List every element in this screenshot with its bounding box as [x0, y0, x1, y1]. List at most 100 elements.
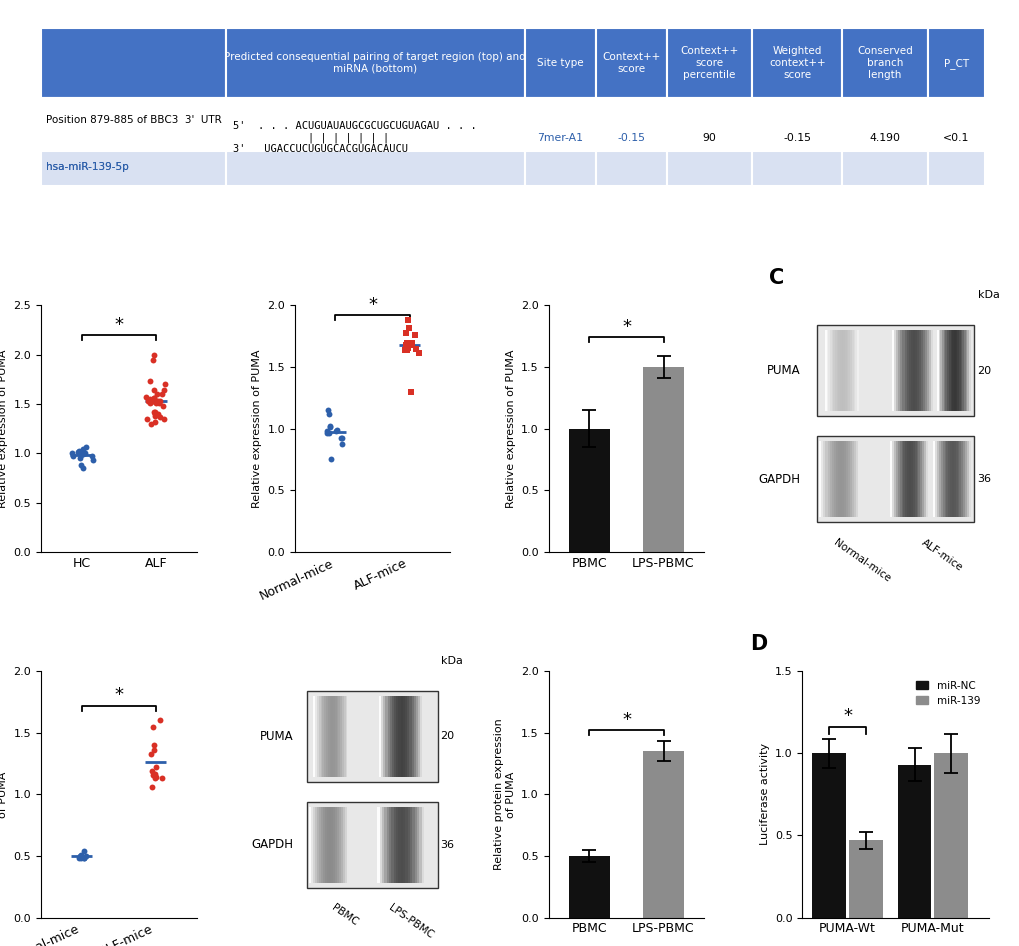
Point — [148, 770, 164, 785]
Bar — [595, 97, 666, 186]
Bar — [386, 807, 388, 884]
Bar — [395, 807, 397, 884]
Bar — [384, 807, 386, 884]
Bar — [643, 367, 684, 552]
Bar — [395, 696, 398, 777]
Bar — [313, 807, 315, 884]
Bar — [849, 441, 851, 517]
Bar — [334, 807, 336, 884]
Bar — [344, 807, 346, 884]
Point — [320, 403, 336, 418]
Point — [64, 446, 81, 461]
Bar — [835, 330, 836, 412]
Bar — [391, 696, 393, 777]
Bar — [902, 330, 904, 412]
Text: GAPDH: GAPDH — [758, 473, 800, 485]
Bar — [914, 441, 916, 517]
Point — [399, 341, 416, 356]
Bar — [315, 807, 317, 884]
Bar — [837, 441, 839, 517]
Bar — [942, 441, 944, 517]
Point — [75, 446, 92, 461]
Point — [146, 738, 162, 753]
Point — [73, 848, 90, 863]
Point — [156, 377, 172, 392]
Bar — [845, 330, 846, 412]
Bar — [912, 441, 914, 517]
Text: *: * — [622, 318, 631, 336]
Bar — [960, 330, 961, 412]
Bar — [410, 807, 412, 884]
Bar — [343, 696, 345, 777]
Bar — [421, 807, 424, 884]
Point — [74, 447, 91, 462]
Point — [319, 424, 335, 439]
Bar — [956, 330, 958, 412]
Text: Position 879-885 of BBC3  3'  UTR: Position 879-885 of BBC3 3' UTR — [46, 114, 221, 125]
Text: kDa: kDa — [440, 657, 463, 666]
Bar — [752, 150, 842, 186]
Bar — [385, 696, 387, 777]
Bar — [916, 441, 917, 517]
Bar — [853, 330, 854, 412]
Point — [149, 387, 165, 402]
Point — [396, 342, 413, 358]
Bar — [940, 441, 942, 517]
Text: ALF-mice: ALF-mice — [919, 537, 964, 572]
Point — [140, 394, 156, 409]
Point — [142, 374, 158, 389]
Bar — [848, 330, 849, 412]
Point — [145, 719, 161, 734]
Bar — [918, 330, 920, 412]
Bar — [839, 441, 841, 517]
Bar — [311, 807, 313, 884]
Bar — [408, 807, 410, 884]
Bar — [890, 441, 892, 517]
Point — [72, 447, 89, 463]
Bar — [340, 696, 341, 777]
Bar — [398, 696, 400, 777]
Bar — [827, 330, 829, 412]
Bar — [330, 807, 332, 884]
Point — [150, 406, 166, 421]
Point — [71, 850, 88, 865]
Bar — [966, 441, 968, 517]
Bar — [856, 441, 858, 517]
Point — [328, 423, 344, 438]
Bar — [327, 807, 329, 884]
Bar — [393, 807, 395, 884]
Bar — [379, 807, 381, 884]
Bar — [936, 441, 938, 517]
Point — [152, 713, 168, 728]
Bar — [324, 696, 326, 777]
Bar — [319, 696, 320, 777]
Bar — [313, 696, 315, 777]
Bar — [816, 436, 973, 522]
Bar — [333, 696, 334, 777]
Bar — [916, 330, 918, 412]
Bar — [315, 696, 317, 777]
Text: Context++
score
percentile: Context++ score percentile — [680, 46, 738, 79]
Bar — [225, 150, 524, 186]
Point — [148, 395, 164, 411]
Point — [71, 450, 88, 465]
Bar — [323, 807, 325, 884]
Bar — [908, 441, 910, 517]
Point — [320, 425, 336, 440]
Text: P_CT: P_CT — [943, 58, 968, 68]
Text: Normal-mice: Normal-mice — [832, 537, 892, 584]
Text: *: * — [114, 687, 123, 705]
Bar — [338, 696, 340, 777]
Bar — [319, 807, 321, 884]
Bar — [961, 441, 962, 517]
Bar — [381, 807, 384, 884]
Point — [144, 780, 160, 795]
Bar — [900, 330, 902, 412]
Text: <0.1: <0.1 — [943, 132, 968, 143]
Bar — [848, 840, 881, 918]
Bar — [378, 696, 381, 777]
Bar — [899, 441, 901, 517]
Bar — [968, 441, 970, 517]
Bar — [965, 330, 966, 412]
Bar — [752, 28, 842, 97]
